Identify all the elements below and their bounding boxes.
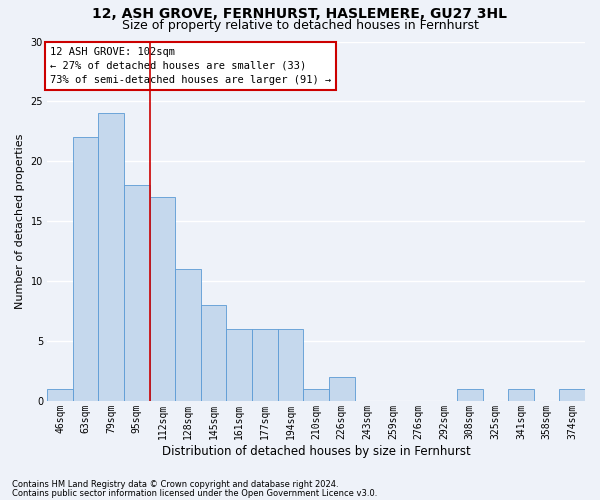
Bar (47, 389, 73, 401)
Text: 12 ASH GROVE: 102sqm
← 27% of detached houses are smaller (33)
73% of semi-detac: 12 ASH GROVE: 102sqm ← 27% of detached h… (50, 47, 331, 85)
Bar (226, 329, 252, 401)
Bar (73, 138, 98, 401)
Bar (329, 377, 355, 401)
Bar (175, 269, 201, 401)
Bar (252, 329, 278, 401)
Y-axis label: Number of detached properties: Number of detached properties (15, 134, 25, 309)
Bar (304, 389, 329, 401)
Bar (124, 186, 149, 401)
Bar (149, 197, 175, 401)
Text: Contains HM Land Registry data © Crown copyright and database right 2024.: Contains HM Land Registry data © Crown c… (12, 480, 338, 489)
Bar (457, 389, 482, 401)
Bar (201, 305, 226, 401)
Bar (278, 329, 304, 401)
Bar (98, 114, 124, 401)
Text: Contains public sector information licensed under the Open Government Licence v3: Contains public sector information licen… (12, 488, 377, 498)
Bar (559, 389, 585, 401)
X-axis label: Distribution of detached houses by size in Fernhurst: Distribution of detached houses by size … (162, 444, 470, 458)
Text: Size of property relative to detached houses in Fernhurst: Size of property relative to detached ho… (122, 18, 478, 32)
Bar (508, 389, 534, 401)
Text: 12, ASH GROVE, FERNHURST, HASLEMERE, GU27 3HL: 12, ASH GROVE, FERNHURST, HASLEMERE, GU2… (92, 8, 508, 22)
